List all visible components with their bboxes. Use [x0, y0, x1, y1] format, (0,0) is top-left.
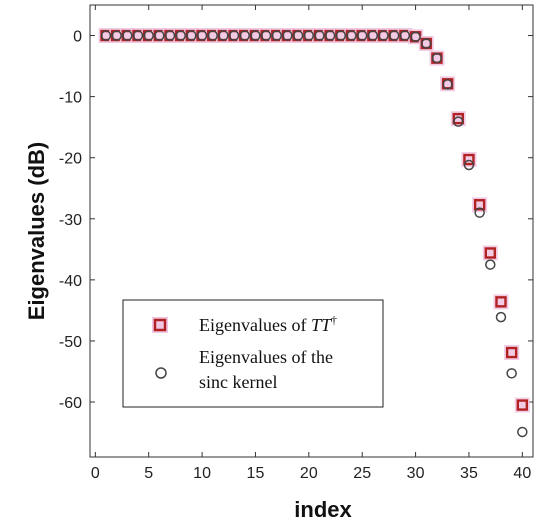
legend-tt-math: TT [311, 315, 333, 335]
sinc-point [100, 30, 112, 41]
sinc-point [388, 30, 400, 41]
sinc-point [250, 30, 261, 41]
x-axis-ticks: 0 5 10 15 20 25 30 35 40 [91, 5, 531, 482]
sinc-point [207, 30, 219, 41]
sinc-point [485, 259, 496, 270]
sinc-point [175, 30, 186, 41]
legend-sinc-label-line2: sinc kernel [199, 372, 277, 392]
sinc-point [324, 30, 336, 41]
y-tick-label: -60 [59, 395, 82, 412]
sinc-point [421, 38, 432, 49]
sinc-point [517, 426, 528, 438]
tt-point [495, 296, 507, 308]
sinc-point [367, 30, 379, 41]
sinc-point [495, 311, 507, 323]
sinc-point [218, 30, 229, 41]
sinc-point [346, 30, 357, 41]
legend-tt-marker [153, 318, 167, 332]
tt-point [473, 199, 486, 211]
sinc-point [164, 30, 176, 41]
sinc-point [356, 30, 368, 41]
sinc-point [239, 30, 251, 41]
sinc-point [271, 30, 283, 41]
x-tick-label: 40 [513, 465, 531, 482]
sinc-point [378, 30, 389, 41]
x-tick-label: 10 [193, 465, 211, 482]
y-tick-label: -20 [59, 151, 82, 168]
y-tick-label: -40 [59, 273, 82, 290]
sinc-point [292, 30, 304, 41]
sinc-point [506, 368, 517, 379]
x-tick-label: 25 [353, 465, 371, 482]
legend-sinc-marker [155, 367, 167, 379]
legend: Eigenvalues of TT† Eigenvalues of the si… [122, 299, 384, 408]
sinc-point [196, 30, 208, 41]
x-tick-label: 30 [407, 465, 425, 482]
sinc-point [314, 30, 325, 41]
x-tick-label: 15 [247, 465, 265, 482]
y-axis-ticks: 0 -10 -20 -30 -40 -50 -60 [59, 29, 533, 412]
sinc-point [442, 79, 453, 90]
y-tick-label: -50 [59, 334, 82, 351]
sinc-point [186, 30, 197, 41]
tt-point [463, 153, 475, 166]
x-tick-label: 20 [300, 465, 318, 482]
x-axis-title: index [294, 497, 352, 522]
sinc-point [132, 30, 144, 41]
y-axis-title: Eigenvalues (dB) [24, 142, 49, 320]
legend-tt-prefix: Eigenvalues of [199, 315, 311, 335]
x-tick-label: 5 [144, 465, 153, 482]
tt-point [484, 247, 497, 259]
sinc-point [154, 30, 165, 41]
sinc-point [335, 30, 347, 41]
legend-sinc-label-line1: Eigenvalues of the [199, 347, 333, 367]
sinc-point [399, 30, 411, 41]
y-tick-label: -10 [59, 90, 82, 107]
sinc-point [303, 30, 315, 41]
series-sinc-markers [100, 30, 528, 438]
legend-tt-sup: † [331, 313, 337, 327]
sinc-point [431, 52, 443, 64]
sinc-point [282, 30, 293, 41]
tt-point [452, 112, 464, 125]
x-tick-label: 0 [91, 465, 100, 482]
y-tick-label: 0 [73, 29, 82, 46]
sinc-point [474, 207, 485, 218]
sinc-point [410, 31, 421, 43]
tt-point [505, 346, 518, 359]
sinc-point [228, 30, 240, 41]
legend-tt-label: Eigenvalues of TT† [199, 313, 337, 335]
y-tick-label: -30 [59, 212, 82, 229]
sinc-point [463, 159, 475, 171]
sinc-point [143, 30, 154, 41]
sinc-point [453, 116, 464, 127]
sinc-point [111, 30, 122, 41]
tt-point [516, 399, 529, 411]
sinc-point [260, 30, 272, 41]
x-tick-label: 35 [460, 465, 478, 482]
sinc-point [122, 30, 133, 41]
